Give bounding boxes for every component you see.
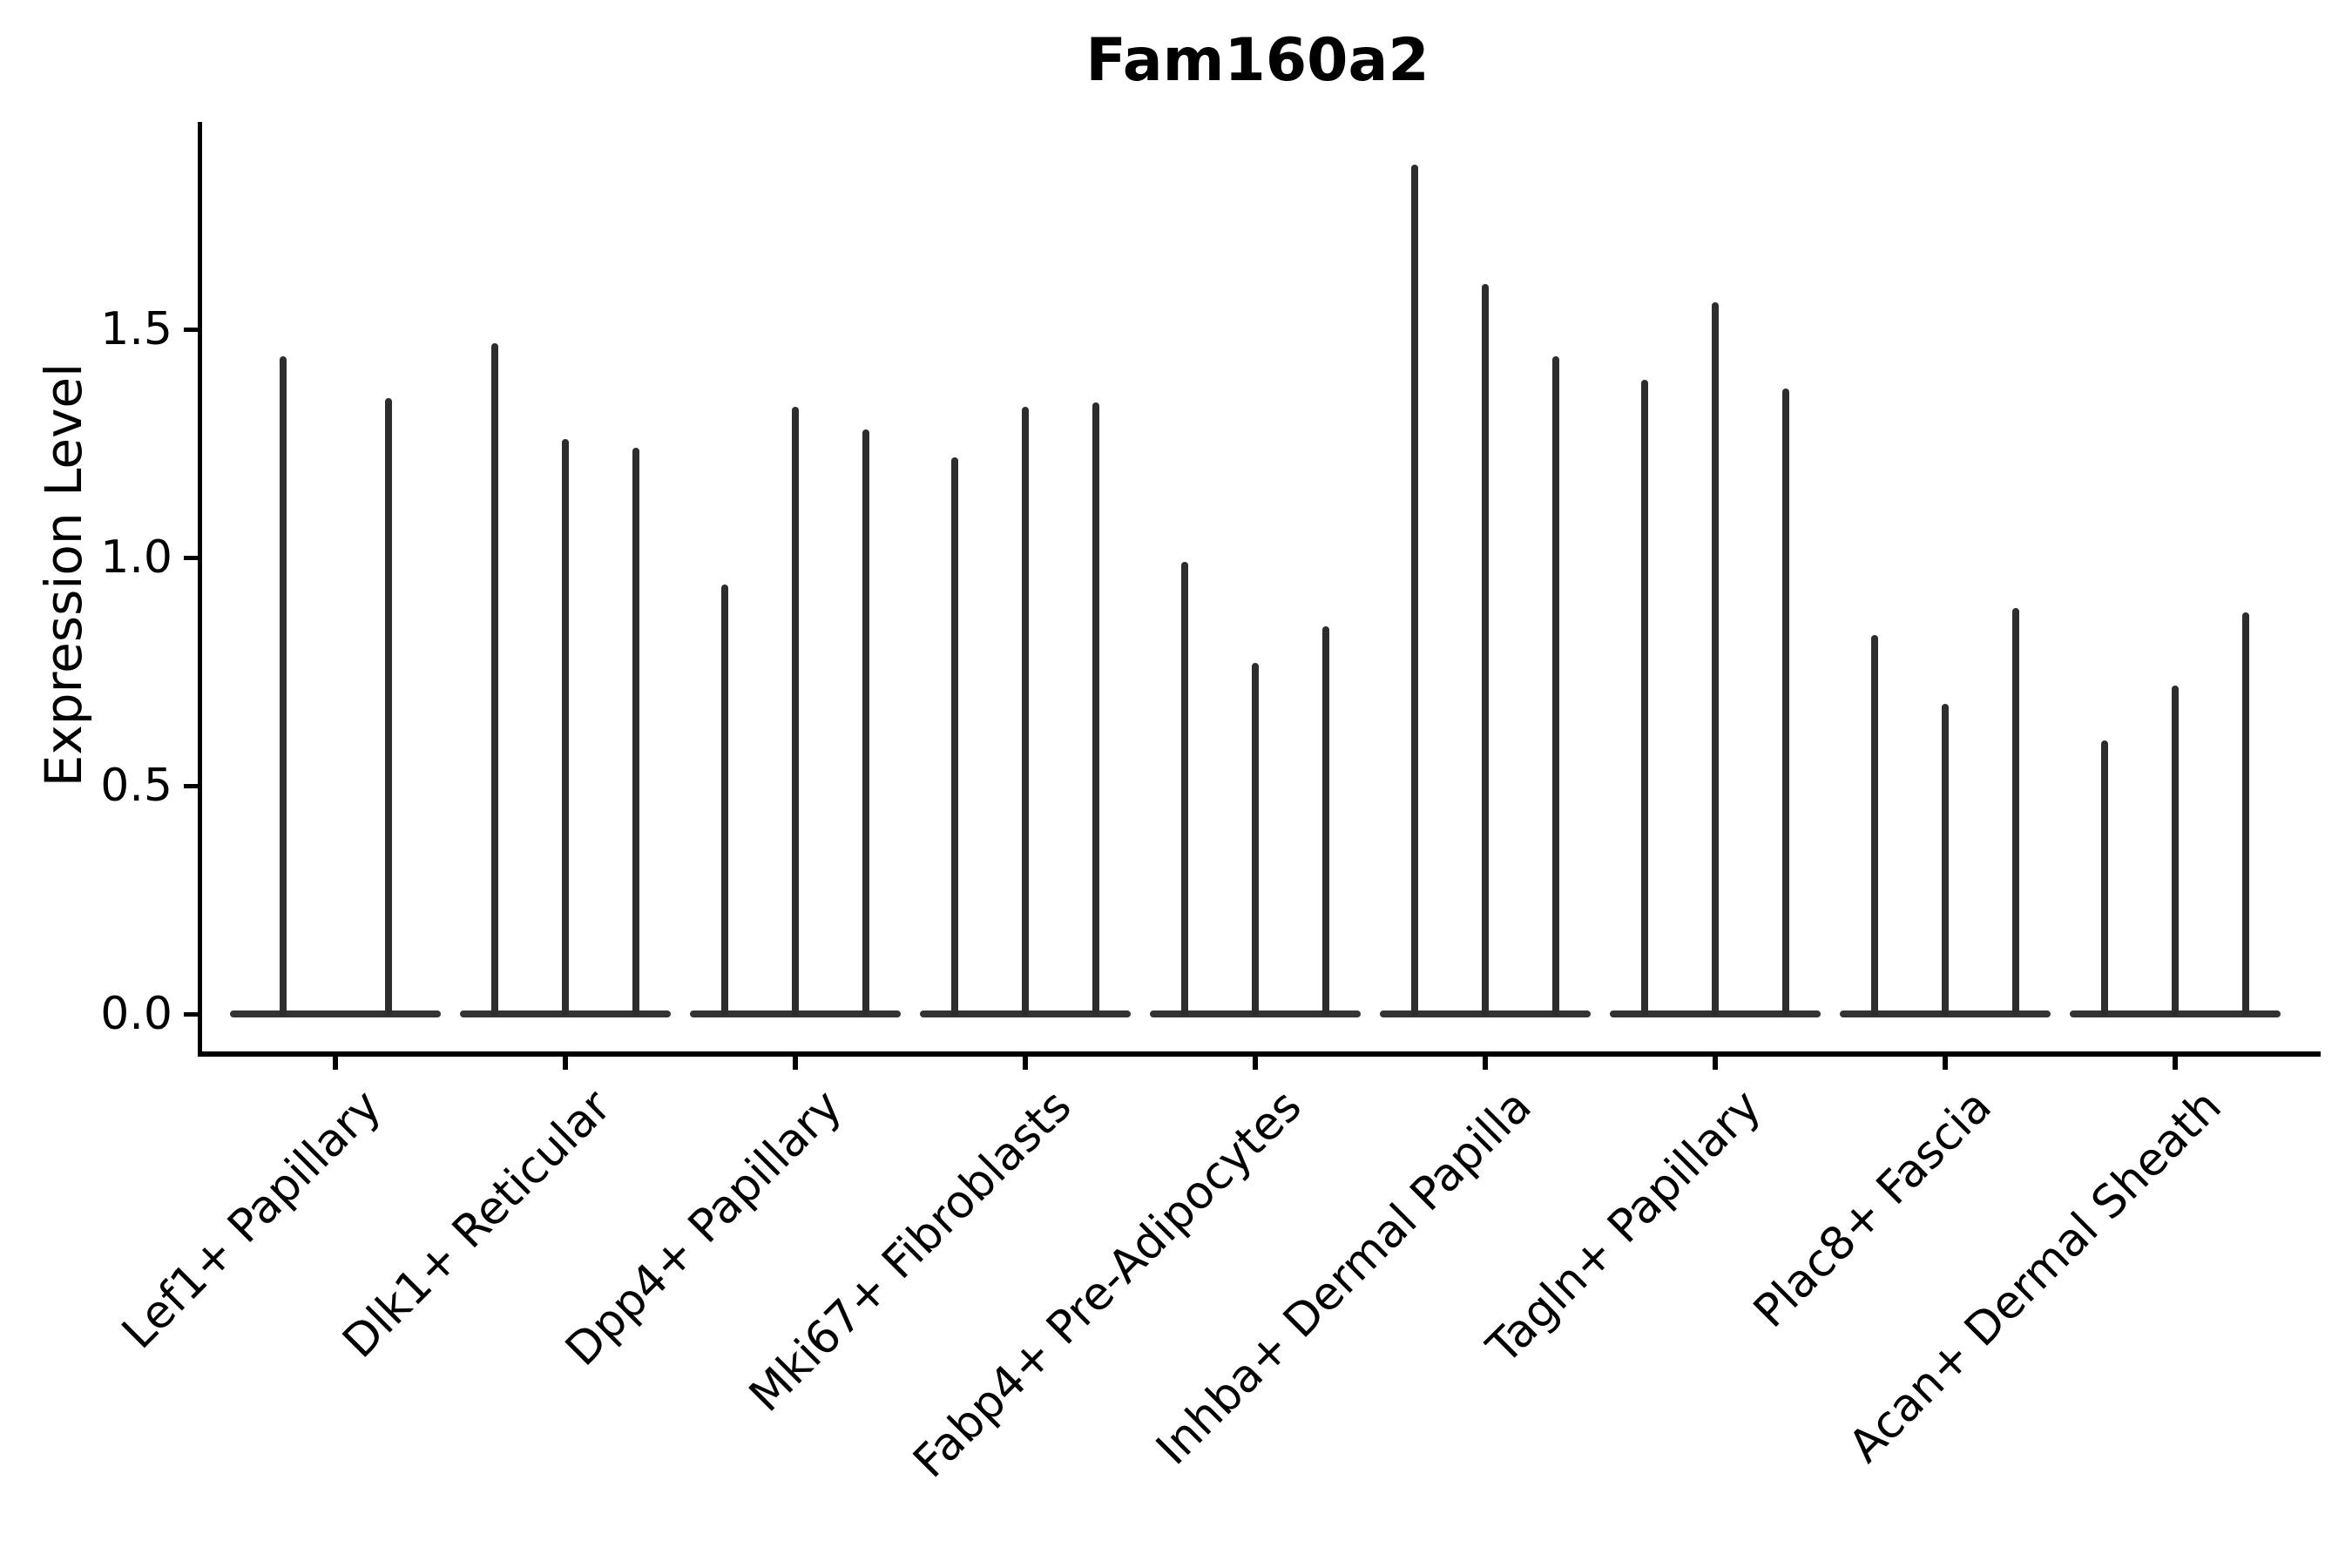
y-tick-mark	[184, 1011, 199, 1017]
x-tick-label: Plac8+ Fascia	[1743, 1080, 2002, 1338]
y-tick-label: 0.5	[100, 760, 172, 812]
x-tick-mark	[1253, 1057, 1258, 1070]
y-tick-mark	[184, 327, 199, 332]
x-tick-label: Acan+ Dermal Sheath	[1838, 1080, 2232, 1473]
violin-4-1	[951, 456, 959, 1016]
y-tick-mark	[184, 555, 199, 560]
x-tick-mark	[2173, 1057, 2178, 1070]
y-tick-label: 1.0	[100, 531, 172, 584]
chart-title: Fam160a2	[1085, 26, 1429, 95]
violin-1-2	[384, 397, 392, 1016]
violin-2-1	[491, 342, 499, 1016]
violin-7-3	[1781, 389, 1789, 1016]
y-tick-label: 1.5	[100, 303, 172, 355]
violin-6-2	[1482, 283, 1489, 1016]
x-tick-label: Inhba+ Dermal Papilla	[1146, 1080, 1542, 1476]
x-tick-mark	[1023, 1057, 1028, 1070]
violin-8-2	[1942, 703, 1949, 1016]
violin-5-3	[1321, 625, 1329, 1016]
y-tick-mark	[184, 783, 199, 788]
violin-5-2	[1252, 662, 1259, 1016]
violin-2-3	[632, 448, 639, 1016]
x-tick-mark	[563, 1057, 568, 1070]
y-tick-label: 0.0	[100, 988, 172, 1040]
x-tick-mark	[1483, 1057, 1488, 1070]
violin-9-1	[2101, 740, 2109, 1016]
violin-8-1	[1871, 635, 1879, 1016]
violin-3-3	[862, 429, 869, 1016]
violin-8-3	[2011, 607, 2019, 1016]
x-axis-spine	[198, 1051, 2321, 1057]
violin-6-1	[1411, 165, 1419, 1016]
violin-4-2	[1022, 407, 1029, 1016]
x-tick-mark	[1713, 1057, 1718, 1070]
x-tick-mark	[1943, 1057, 1948, 1070]
violin-base	[230, 1010, 441, 1017]
violin-5-1	[1181, 562, 1189, 1016]
violin-6-3	[1551, 356, 1559, 1016]
violin-2-2	[562, 438, 569, 1016]
violin-9-3	[2241, 612, 2249, 1016]
x-tick-label: Fabp4+ Pre-Adipocytes	[903, 1080, 1312, 1489]
y-axis-spine	[198, 122, 202, 1057]
violin-1-1	[279, 356, 287, 1016]
violin-9-2	[2172, 685, 2179, 1016]
violin-7-1	[1641, 379, 1649, 1016]
violin-3-1	[721, 585, 729, 1016]
x-tick-mark	[333, 1057, 338, 1070]
x-tick-mark	[793, 1057, 798, 1070]
violin-3-2	[792, 407, 799, 1016]
violin-7-2	[1712, 301, 1719, 1016]
violin-4-3	[1092, 402, 1099, 1016]
